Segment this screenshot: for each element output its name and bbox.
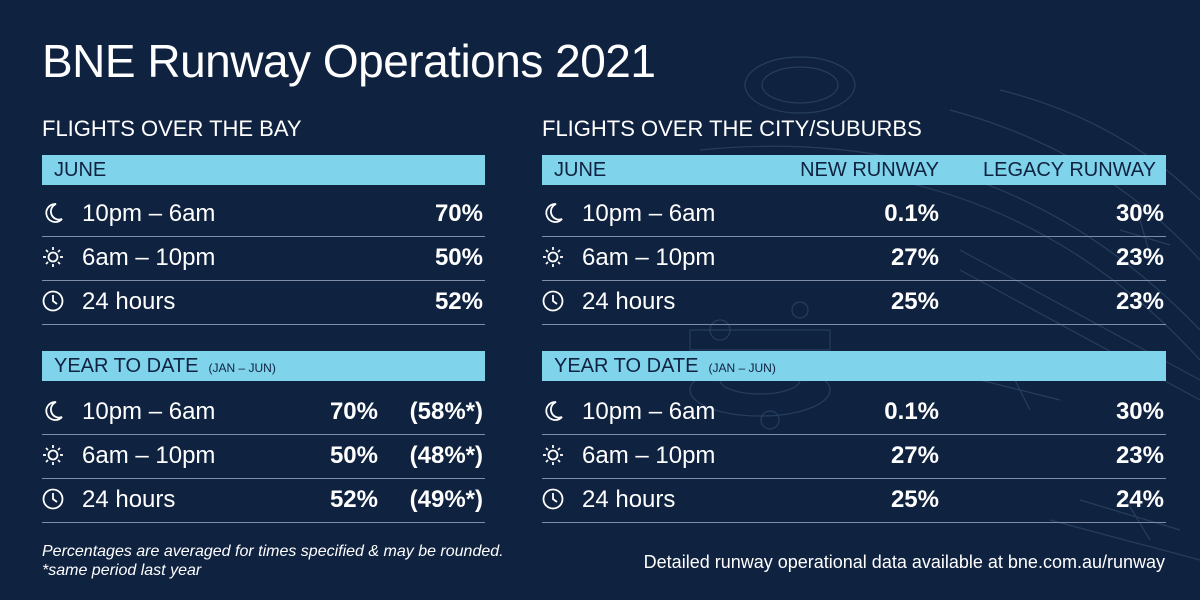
time-period: 24 hours	[582, 486, 676, 513]
moon-icon	[542, 400, 564, 422]
time-period: 24 hours	[82, 486, 176, 513]
table-row: 24 hours 52%	[42, 280, 485, 325]
city-ytd-band: YEAR TO DATE (JAN – JUN)	[542, 351, 1166, 381]
table-row: 6am – 10pm 27% 23%	[542, 434, 1166, 479]
page-title: BNE Runway Operations 2021	[42, 35, 656, 87]
bay-value: 50%	[434, 244, 483, 271]
time-period: 6am – 10pm	[82, 244, 216, 271]
new-runway-value: 0.1%	[884, 200, 939, 227]
new-runway-value: 25%	[890, 288, 939, 315]
legacy-runway-value: 30%	[1115, 398, 1164, 425]
bay-previous-value: (48%*)	[409, 442, 483, 469]
moon-icon	[542, 202, 564, 224]
bay-value: 70%	[434, 200, 483, 227]
bay-value: 52%	[329, 486, 378, 513]
city-june-label: JUNE	[554, 159, 607, 181]
clock-icon	[542, 290, 564, 312]
bay-previous-value: (58%*)	[409, 398, 483, 425]
time-period: 10pm – 6am	[582, 398, 716, 425]
bay-june-band: JUNE	[42, 155, 485, 185]
new-runway-value: 25%	[890, 486, 939, 513]
time-period: 10pm – 6am	[82, 200, 216, 227]
clock-icon	[42, 488, 64, 510]
time-period: 6am – 10pm	[582, 244, 716, 271]
table-row: 24 hours 25% 23%	[542, 280, 1166, 325]
city-heading: FLIGHTS OVER THE CITY/SUBURBS	[542, 116, 922, 141]
bay-value: 52%	[434, 288, 483, 315]
city-ytd-label: YEAR TO DATE	[554, 355, 699, 377]
moon-icon	[42, 400, 64, 422]
legacy-runway-value: 30%	[1115, 200, 1164, 227]
city-june-band: JUNE NEW RUNWAY LEGACY RUNWAY	[542, 155, 1166, 185]
legacy-runway-value: 23%	[1115, 442, 1164, 469]
sun-icon	[42, 444, 64, 466]
time-period: 10pm – 6am	[82, 398, 216, 425]
bay-value: 50%	[329, 442, 378, 469]
new-runway-column-header: NEW RUNWAY	[800, 159, 939, 181]
table-row: 10pm – 6am 70% (58%*)	[42, 390, 485, 435]
table-row: 24 hours 25% 24%	[542, 478, 1166, 523]
footnote-rounding-note: Percentages are averaged for times speci…	[42, 543, 504, 560]
table-row: 10pm – 6am 70%	[42, 192, 485, 237]
table-row: 6am – 10pm 50% (48%*)	[42, 434, 485, 479]
new-runway-value: 0.1%	[884, 398, 939, 425]
time-period: 6am – 10pm	[582, 442, 716, 469]
moon-icon	[42, 202, 64, 224]
time-period: 24 hours	[582, 288, 676, 315]
legacy-runway-value: 23%	[1115, 244, 1164, 271]
table-row: 24 hours 52% (49%*)	[42, 478, 485, 523]
sun-icon	[542, 246, 564, 268]
bay-ytd-label: YEAR TO DATE	[54, 355, 199, 377]
clock-icon	[42, 290, 64, 312]
bay-heading: FLIGHTS OVER THE BAY	[42, 116, 302, 141]
sun-icon	[542, 444, 564, 466]
table-row: 10pm – 6am 0.1% 30%	[542, 192, 1166, 237]
legacy-runway-value: 24%	[1115, 486, 1164, 513]
time-period: 24 hours	[82, 288, 176, 315]
city-ytd-range: (JAN – JUN)	[708, 361, 776, 375]
legacy-runway-value: 23%	[1115, 288, 1164, 315]
footnote: Percentages are averaged for times speci…	[42, 542, 504, 580]
bay-ytd-range: (JAN – JUN)	[208, 361, 276, 375]
bay-value: 70%	[329, 398, 378, 425]
footnote-asterisk-note: *same period last year	[42, 562, 202, 579]
bay-ytd-band: YEAR TO DATE (JAN – JUN)	[42, 351, 485, 381]
new-runway-value: 27%	[890, 244, 939, 271]
time-period: 6am – 10pm	[82, 442, 216, 469]
table-row: 6am – 10pm 27% 23%	[542, 236, 1166, 281]
bay-previous-value: (49%*)	[409, 486, 483, 513]
city-panel: JUNE NEW RUNWAY LEGACY RUNWAY 10pm – 6am…	[542, 155, 1166, 525]
sun-icon	[42, 246, 64, 268]
table-row: 10pm – 6am 0.1% 30%	[542, 390, 1166, 435]
legacy-runway-column-header: LEGACY RUNWAY	[983, 159, 1156, 181]
bay-june-label: JUNE	[54, 159, 107, 181]
time-period: 10pm – 6am	[582, 200, 716, 227]
new-runway-value: 27%	[890, 442, 939, 469]
clock-icon	[542, 488, 564, 510]
bay-panel: JUNE 10pm – 6am 70% 6am – 10pm 50% 24 ho…	[42, 155, 485, 525]
runway-data-link-text: Detailed runway operational data availab…	[643, 552, 1165, 572]
table-row: 6am – 10pm 50%	[42, 236, 485, 281]
